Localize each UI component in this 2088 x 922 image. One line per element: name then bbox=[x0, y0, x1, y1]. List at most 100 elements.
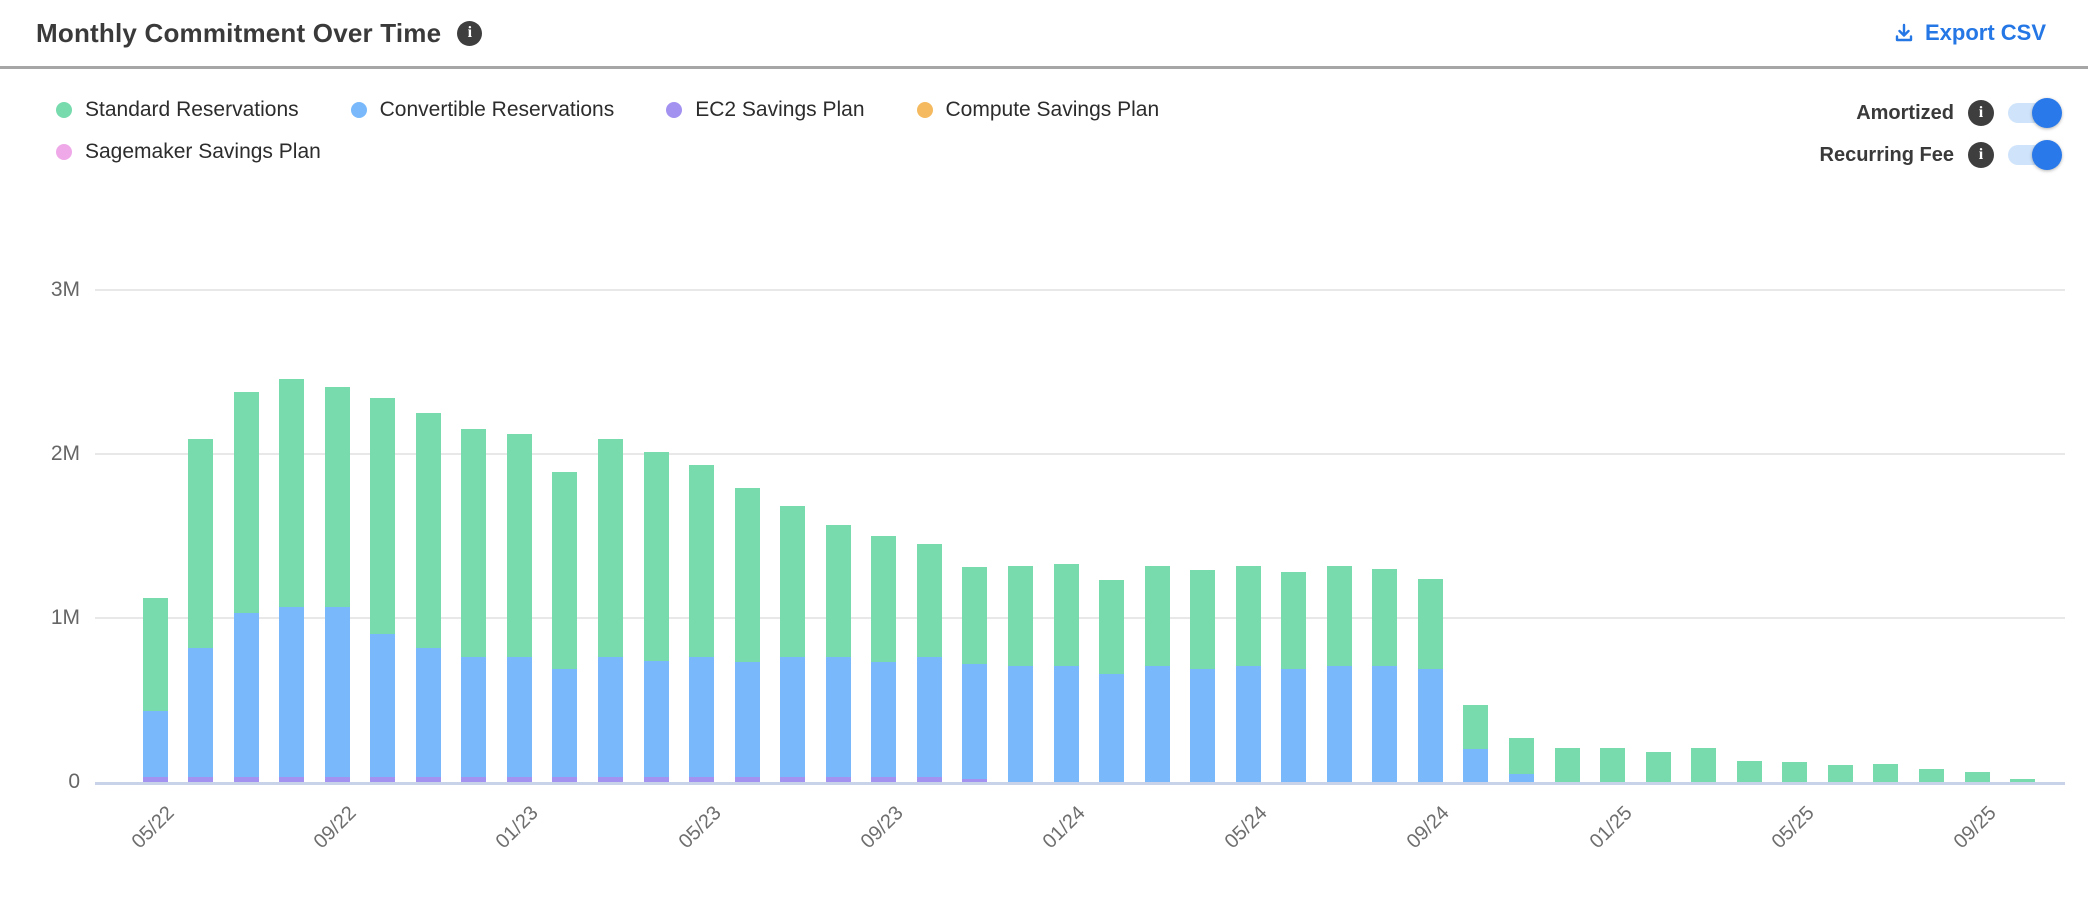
bar-stack-03-24[interactable] bbox=[1144, 565, 1170, 782]
legend-item-compute-savings-plan[interactable]: Compute Savings Plan bbox=[916, 98, 1160, 122]
legend-item-label: EC2 Savings Plan bbox=[695, 98, 865, 121]
bar-stack-04-24[interactable] bbox=[1190, 570, 1216, 782]
bar-stack-01-23[interactable] bbox=[506, 434, 532, 782]
chart-toggles: Amortized i Recurring Fee i bbox=[1820, 98, 2062, 170]
bar-stack-02-23[interactable] bbox=[552, 472, 578, 782]
bar-stack-09-22[interactable] bbox=[324, 386, 350, 782]
bar-stack-02-24[interactable] bbox=[1099, 580, 1125, 782]
bar-segment bbox=[916, 777, 942, 782]
bar-segment bbox=[1782, 762, 1808, 782]
bar-stack-09-23[interactable] bbox=[871, 536, 897, 782]
bar-stack-01-24[interactable] bbox=[1053, 563, 1079, 782]
bar-segment bbox=[461, 429, 487, 658]
bar-stack-10-22[interactable] bbox=[370, 398, 396, 782]
bar-stack-04-25[interactable] bbox=[1736, 760, 1762, 782]
bar-segment bbox=[1144, 665, 1170, 782]
amortized-toggle-row: Amortized i bbox=[1820, 98, 2062, 128]
legend-item-standard-reservations[interactable]: Standard Reservations bbox=[56, 98, 299, 122]
bar-segment bbox=[415, 413, 441, 648]
bar-stack-10-25[interactable] bbox=[2010, 778, 2036, 782]
bar-segment bbox=[1144, 565, 1170, 666]
bar-segment bbox=[1417, 668, 1443, 782]
bar-segment bbox=[1281, 668, 1307, 782]
bar-stack-07-22[interactable] bbox=[233, 391, 259, 782]
legend-item-label: Convertible Reservations bbox=[379, 98, 615, 121]
bar-segment bbox=[1554, 747, 1580, 782]
bar-stack-06-22[interactable] bbox=[188, 439, 214, 782]
bar-segment bbox=[1827, 764, 1853, 782]
bar-segment bbox=[780, 657, 806, 778]
bar-segment bbox=[871, 536, 897, 663]
bar-stack-07-25[interactable] bbox=[1873, 763, 1899, 782]
bar-segment bbox=[233, 391, 259, 614]
bar-stack-01-25[interactable] bbox=[1600, 747, 1626, 782]
bar-segment bbox=[1964, 772, 1990, 782]
bar-segment bbox=[1053, 665, 1079, 782]
download-icon bbox=[1893, 22, 1915, 44]
bar-segment bbox=[1326, 665, 1352, 782]
bar-stack-09-25[interactable] bbox=[1964, 772, 1990, 782]
bar-segment bbox=[1645, 752, 1671, 782]
bar-segment bbox=[734, 777, 760, 782]
bar-segment bbox=[1099, 673, 1125, 782]
bar-stack-05-22[interactable] bbox=[142, 598, 168, 782]
bar-stack-06-25[interactable] bbox=[1827, 764, 1853, 782]
legend-item-convertible-reservations[interactable]: Convertible Reservations bbox=[350, 98, 615, 122]
card-header: Monthly Commitment Over Time i Export CS… bbox=[0, 0, 2088, 66]
bar-segment bbox=[415, 647, 441, 778]
bar-segment bbox=[598, 439, 623, 658]
amortized-toggle[interactable] bbox=[2008, 98, 2062, 128]
bar-stack-02-25[interactable] bbox=[1645, 752, 1671, 782]
bar-stack-09-24[interactable] bbox=[1417, 578, 1443, 782]
bar-segment bbox=[1509, 773, 1534, 782]
bar-stack-03-23[interactable] bbox=[598, 439, 623, 782]
legend-item-ec2-savings-plan[interactable]: EC2 Savings Plan bbox=[666, 98, 865, 122]
bar-stack-11-24[interactable] bbox=[1509, 737, 1534, 782]
amortized-info-icon[interactable]: i bbox=[1968, 100, 1994, 126]
bar-stack-08-25[interactable] bbox=[1918, 768, 1944, 782]
bar-segment bbox=[734, 662, 760, 778]
bar-segment bbox=[233, 777, 259, 782]
bar-stack-11-23[interactable] bbox=[962, 567, 988, 782]
bar-segment bbox=[1417, 578, 1443, 669]
bar-stack-08-22[interactable] bbox=[279, 378, 305, 782]
bar-segment bbox=[142, 711, 168, 778]
bar-stack-03-25[interactable] bbox=[1691, 747, 1717, 782]
bar-stack-06-24[interactable] bbox=[1281, 572, 1307, 782]
bar-segment bbox=[324, 777, 350, 782]
recurring-fee-info-icon[interactable]: i bbox=[1968, 142, 1994, 168]
recurring-fee-toggle[interactable] bbox=[2008, 140, 2062, 170]
bar-stack-05-24[interactable] bbox=[1235, 565, 1261, 782]
bar-stack-08-23[interactable] bbox=[825, 524, 851, 782]
bar-segment bbox=[689, 465, 715, 658]
bar-stack-12-24[interactable] bbox=[1554, 747, 1580, 782]
legend-dot bbox=[666, 102, 683, 118]
bar-stack-08-24[interactable] bbox=[1372, 568, 1398, 782]
bar-stack-04-23[interactable] bbox=[643, 452, 669, 782]
bar-stack-05-25[interactable] bbox=[1782, 762, 1808, 782]
bar-stack-10-23[interactable] bbox=[916, 544, 942, 782]
bar-stack-10-24[interactable] bbox=[1463, 704, 1489, 782]
bar-stack-07-24[interactable] bbox=[1326, 565, 1352, 782]
bar-segment bbox=[1372, 568, 1398, 666]
export-csv-button[interactable]: Export CSV bbox=[1887, 19, 2052, 47]
gridline bbox=[95, 289, 2065, 291]
bar-stack-05-23[interactable] bbox=[689, 465, 715, 782]
bar-segment bbox=[1235, 565, 1261, 666]
x-tick-label: 09/23 bbox=[856, 802, 908, 853]
bar-stack-12-22[interactable] bbox=[461, 429, 487, 782]
x-tick-label: 01/23 bbox=[492, 802, 543, 853]
bar-segment bbox=[871, 777, 897, 782]
bar-segment bbox=[1190, 570, 1216, 669]
bar-stack-12-23[interactable] bbox=[1007, 565, 1033, 782]
bar-segment bbox=[780, 777, 806, 782]
bar-segment bbox=[370, 777, 396, 782]
bar-stack-11-22[interactable] bbox=[415, 413, 441, 782]
bar-stack-06-23[interactable] bbox=[734, 488, 760, 782]
legend-item-label: Compute Savings Plan bbox=[945, 98, 1160, 121]
legend-item-sagemaker-savings-plan[interactable]: Sagemaker Savings Plan bbox=[56, 140, 321, 164]
bar-stack-07-23[interactable] bbox=[780, 506, 806, 782]
title-info-icon[interactable]: i bbox=[457, 20, 483, 46]
